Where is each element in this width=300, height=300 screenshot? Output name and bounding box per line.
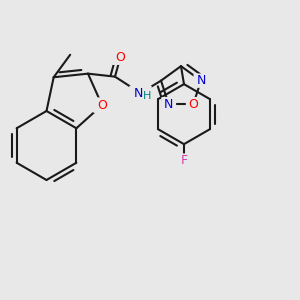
FancyBboxPatch shape [186, 97, 201, 111]
Text: N: N [134, 87, 143, 100]
Text: O: O [97, 99, 107, 112]
Text: F: F [180, 154, 188, 167]
Text: O: O [116, 51, 125, 64]
FancyBboxPatch shape [161, 97, 176, 111]
FancyBboxPatch shape [176, 153, 191, 168]
Text: O: O [188, 98, 198, 111]
Text: N: N [196, 74, 206, 87]
FancyBboxPatch shape [129, 85, 152, 101]
FancyBboxPatch shape [93, 98, 111, 113]
FancyBboxPatch shape [194, 74, 208, 88]
Text: N: N [164, 98, 173, 111]
Text: H: H [143, 91, 151, 101]
FancyBboxPatch shape [111, 49, 129, 65]
